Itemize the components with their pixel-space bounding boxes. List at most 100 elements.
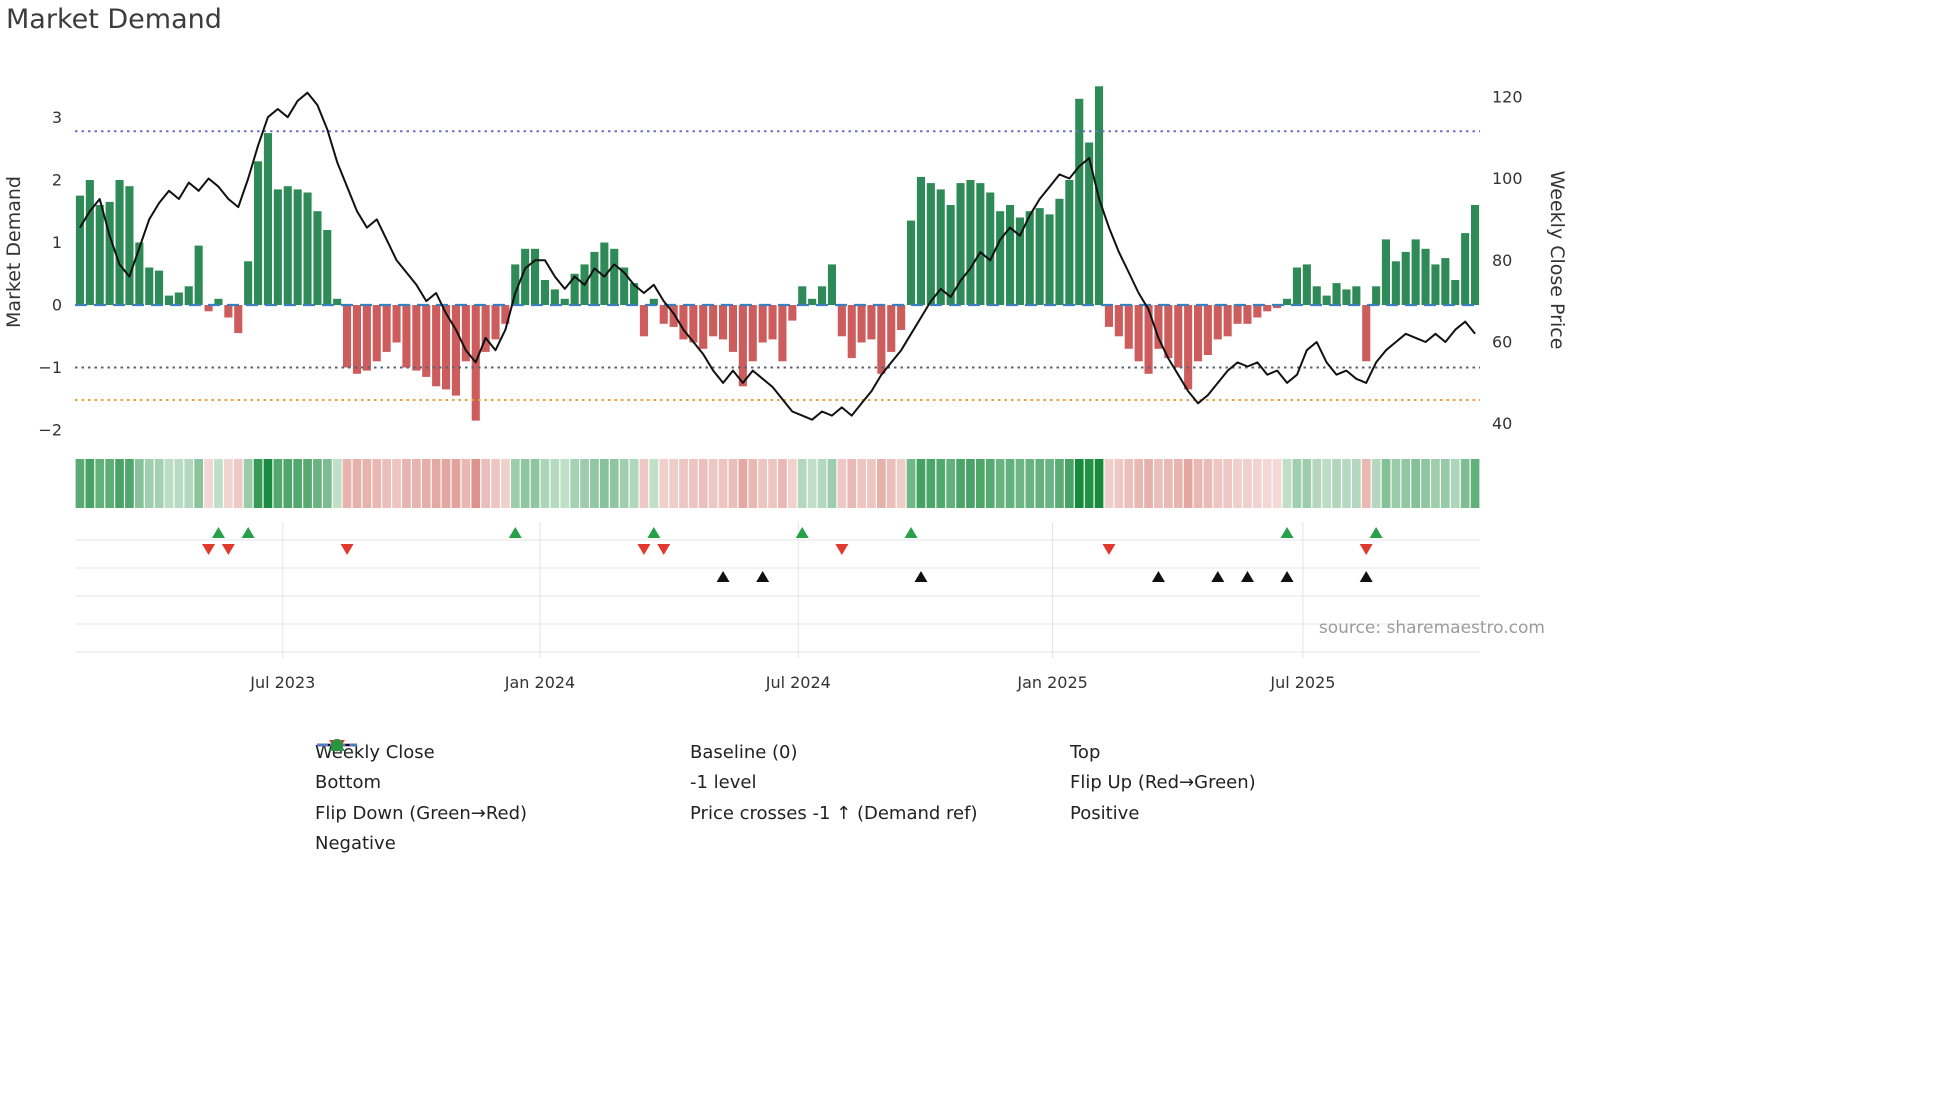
price-cross-marker <box>914 571 928 582</box>
demand-bar <box>926 183 935 305</box>
x-tick-label: Jan 2025 <box>1016 673 1087 692</box>
price-cross-marker <box>1359 571 1373 582</box>
heatmap-cell <box>976 459 985 508</box>
demand-bar <box>303 192 312 305</box>
right-tick-label: 40 <box>1492 414 1512 433</box>
demand-bar <box>145 267 154 305</box>
demand-bar <box>986 192 995 305</box>
demand-bar <box>1312 286 1321 306</box>
right-tick-label: 120 <box>1492 87 1523 106</box>
demand-bar <box>1223 305 1232 337</box>
demand-bar <box>560 298 569 306</box>
demand-bar <box>254 161 263 306</box>
price-cross-marker <box>756 571 770 582</box>
heatmap-cell <box>253 459 263 508</box>
heatmap-cell <box>1104 459 1114 508</box>
demand-bar <box>1035 208 1044 305</box>
heatmap-cell <box>1223 459 1232 508</box>
heatmap-cell <box>1025 459 1035 508</box>
heatmap-cell <box>946 459 955 508</box>
flip-up-marker <box>211 527 225 538</box>
demand-bar <box>273 189 282 305</box>
heatmap-cell <box>778 459 787 508</box>
demand-bar <box>125 186 134 305</box>
heatmap-cell <box>520 459 530 508</box>
heatmap-cell <box>788 459 797 508</box>
heatmap-cell <box>451 459 461 508</box>
demand-bar <box>1302 264 1311 305</box>
heatmap-cell <box>1401 459 1411 508</box>
left-tick-label: −1 <box>38 358 62 377</box>
heatmap-cell <box>728 459 738 508</box>
legend-item-top: Top <box>317 737 1256 768</box>
demand-bar <box>1263 305 1272 312</box>
demand-bar <box>936 189 945 305</box>
heatmap-cell <box>1055 459 1064 508</box>
heatmap-cell <box>382 459 391 508</box>
x-tick-label: Jul 2023 <box>249 673 315 692</box>
heatmap-cell <box>560 459 570 508</box>
demand-heatmap-strip <box>75 459 1480 508</box>
demand-bar <box>343 305 352 368</box>
demand-bar <box>531 248 540 306</box>
heatmap-cell <box>1312 459 1322 508</box>
flip-down-marker <box>835 544 849 555</box>
demand-bar <box>313 211 322 305</box>
heatmap-cell <box>886 459 896 508</box>
demand-bar <box>333 298 342 306</box>
demand-bar <box>1015 217 1024 305</box>
heatmap-cell <box>293 459 302 508</box>
heatmap-cell <box>481 459 490 508</box>
heatmap-cell <box>392 459 401 508</box>
heatmap-cell <box>1352 459 1361 508</box>
legend-column: Weekly Close Bottom Flip Down (Green→Red) N… <box>315 737 690 859</box>
heatmap-cell <box>1431 459 1440 508</box>
demand-bar <box>798 286 807 306</box>
heatmap-cell <box>1134 459 1143 508</box>
demand-bar <box>1391 261 1400 306</box>
demand-bar <box>521 248 530 306</box>
heatmap-cell <box>224 459 233 508</box>
demand-bar <box>1194 305 1203 362</box>
heatmap-cell <box>926 459 936 508</box>
heatmap-cell <box>263 459 273 508</box>
left-tick-label: −2 <box>38 421 62 440</box>
demand-bar <box>1273 305 1282 309</box>
heatmap-cell <box>708 459 718 508</box>
demand-bar <box>1164 305 1173 359</box>
heatmap-cell <box>1322 459 1331 508</box>
heatmap-cell <box>738 459 748 508</box>
left-tick-label: 2 <box>52 171 62 190</box>
demand-bar <box>748 305 757 362</box>
legend-label: Top <box>1070 741 1101 763</box>
price-cross-marker <box>1151 571 1165 582</box>
demand-bar <box>1411 239 1420 305</box>
demand-bar <box>293 189 302 305</box>
legend-item-baseline: Baseline (0) <box>317 737 1070 768</box>
demand-bar <box>402 305 411 368</box>
heatmap-cell <box>1084 459 1094 508</box>
heatmap-cell <box>125 459 134 508</box>
flip-up-marker <box>904 527 918 538</box>
heatmap-cell <box>906 459 916 508</box>
heatmap-cell <box>1193 459 1203 508</box>
demand-bar <box>95 205 104 305</box>
legend-item-negative: Negative <box>315 739 690 860</box>
demand-bar <box>501 305 510 324</box>
legend-label: Baseline (0) <box>690 741 798 763</box>
heatmap-cell <box>1154 459 1163 508</box>
heatmap-cell <box>174 459 184 508</box>
demand-bar <box>1253 305 1262 318</box>
x-tick-label: Jul 2025 <box>1269 673 1335 692</box>
heatmap-cell <box>530 459 540 508</box>
legend-column: Baseline (0) -1 level Price crosses -1 ↑ (… <box>317 737 1070 859</box>
heatmap-cell <box>580 459 589 508</box>
demand-bars <box>75 86 1480 421</box>
flip-down-marker <box>637 544 651 555</box>
demand-bar <box>1055 198 1064 306</box>
heatmap-cell <box>570 459 579 508</box>
heatmap-cell <box>75 459 85 508</box>
heatmap-cell <box>402 459 411 508</box>
demand-bar <box>135 242 144 305</box>
demand-bar <box>1114 305 1123 337</box>
